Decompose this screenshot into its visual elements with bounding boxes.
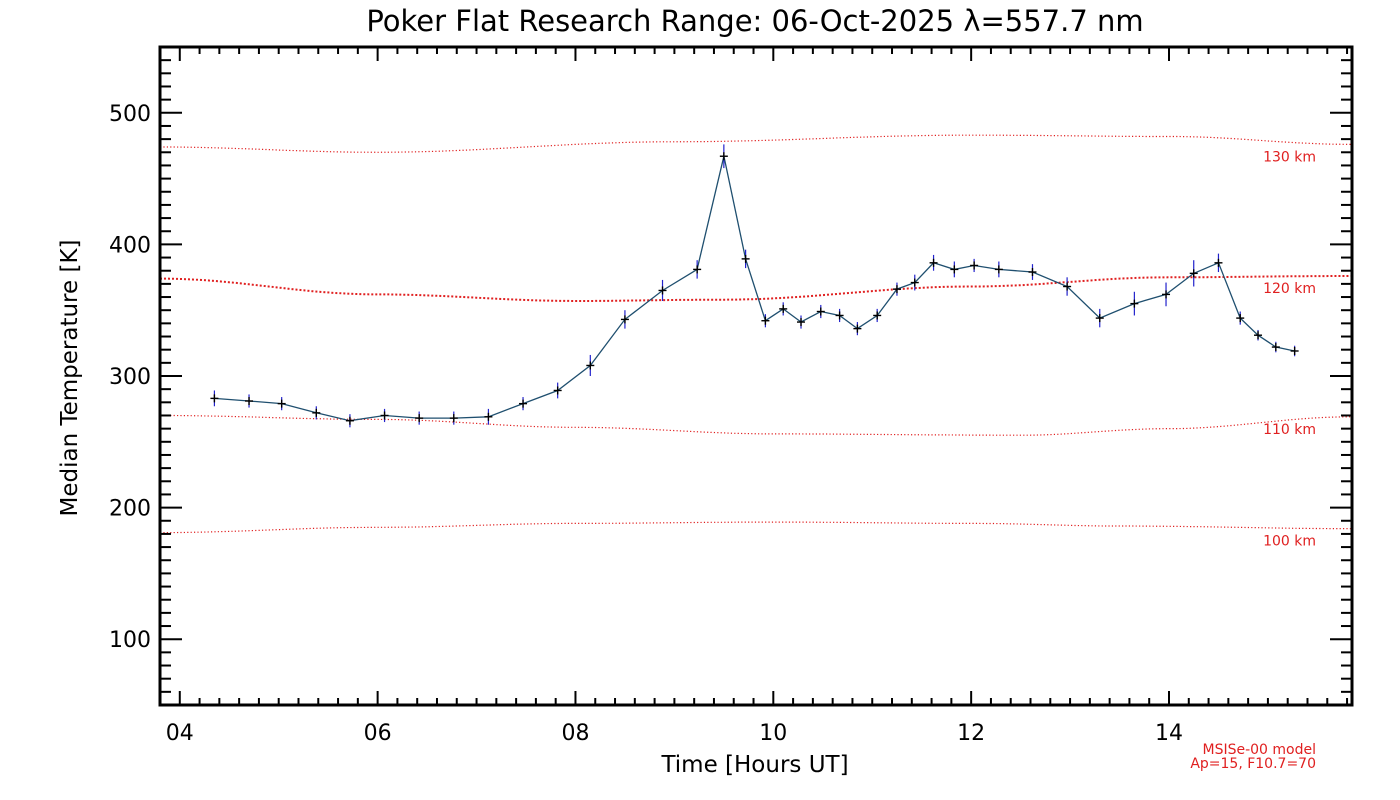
data-point: [1130, 300, 1138, 308]
y-tick-label: 100: [109, 628, 151, 653]
data-point: [484, 413, 492, 421]
x-tick-label: 06: [364, 721, 392, 746]
data-point: [1028, 268, 1036, 276]
x-tick-label: 10: [759, 721, 787, 746]
model-curve-label: 120 km: [1263, 281, 1316, 297]
data-point: [761, 317, 769, 325]
model-curve-100-km: [160, 522, 1352, 533]
data-point: [278, 400, 286, 408]
y-axis-label: Median Temperature [K]: [57, 240, 83, 517]
model-params-annotation: Ap=15, F10.7=70: [1190, 756, 1316, 772]
data-point: [519, 400, 527, 408]
data-point: [245, 397, 253, 405]
data-point: [817, 308, 825, 316]
plot-area: 130 km 120 km 110 km 100 km 04 06 08 10 12 14 100 2…: [109, 47, 1352, 746]
y-tick-label: 200: [109, 497, 151, 522]
data-point: [1272, 343, 1280, 351]
data-point: [950, 265, 958, 273]
data-point: [312, 409, 320, 417]
y-tick-label: 500: [109, 102, 151, 127]
x-tick-label: 14: [1155, 721, 1183, 746]
data-point: [1214, 259, 1222, 267]
model-curve-label: 100 km: [1263, 534, 1316, 550]
x-tick-label: 12: [957, 721, 985, 746]
data-point: [346, 417, 354, 425]
y-tick-label: 400: [109, 233, 151, 258]
data-point: [995, 265, 1003, 273]
data-point: [210, 394, 218, 402]
data-point: [693, 265, 701, 273]
x-axis-label: Time [Hours UT]: [660, 752, 848, 778]
y-tick-label: 300: [109, 365, 151, 390]
data-point: [742, 255, 750, 263]
data-point: [381, 411, 389, 419]
model-curve-label: 130 km: [1263, 149, 1316, 165]
data-point: [450, 414, 458, 422]
model-curve-130-km: [160, 135, 1352, 152]
data-point: [970, 261, 978, 269]
data-point: [1291, 347, 1299, 355]
plot-frame: [160, 47, 1352, 705]
data-point: [720, 152, 728, 160]
x-tick-label: 08: [561, 721, 589, 746]
temperature-chart: Poker Flat Research Range: 06-Oct-2025 λ…: [0, 0, 1400, 800]
x-tick-label: 04: [166, 721, 194, 746]
series-line: [214, 156, 1294, 421]
chart-title: Poker Flat Research Range: 06-Oct-2025 λ…: [366, 4, 1143, 38]
model-curve-label: 110 km: [1263, 422, 1316, 438]
